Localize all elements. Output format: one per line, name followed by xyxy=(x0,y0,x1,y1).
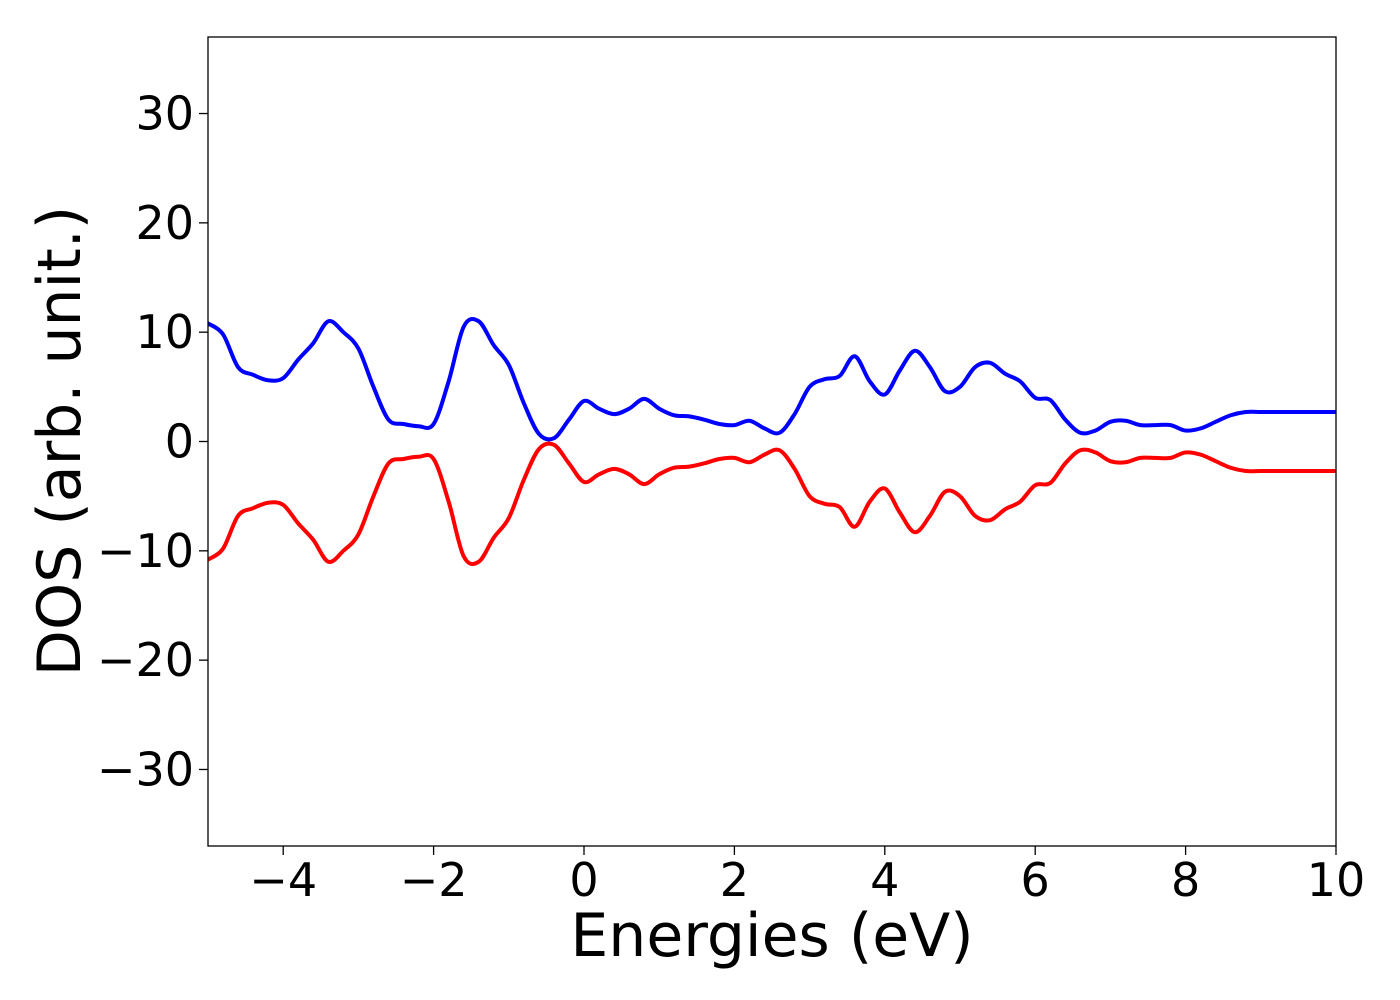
x-tick-label: −4 xyxy=(249,853,317,907)
x-tick-label: 2 xyxy=(720,853,749,907)
x-tick-label: 8 xyxy=(1171,853,1200,907)
y-tick-label: −30 xyxy=(97,742,194,796)
series-line-spin-up xyxy=(208,316,1336,442)
y-tick-label: −10 xyxy=(97,524,194,578)
x-tick-label: −2 xyxy=(400,853,468,907)
y-tick-label: 0 xyxy=(165,415,194,469)
y-tick-label: 30 xyxy=(135,87,194,141)
x-tick-label: 4 xyxy=(870,853,899,907)
y-tick-label: 10 xyxy=(135,305,194,359)
x-axis-label: Energies (eV) xyxy=(570,901,973,971)
series-line-spin-down xyxy=(208,441,1336,567)
y-tick-label: 20 xyxy=(135,196,194,250)
y-tick-label: −20 xyxy=(97,633,194,687)
x-axis: −4 −2 0 2 4 6 8 10 xyxy=(249,846,1365,907)
x-tick-label: 6 xyxy=(1021,853,1050,907)
x-tick-label: 0 xyxy=(569,853,598,907)
series-layer xyxy=(208,316,1336,567)
y-axis-label: DOS (arb. unit.) xyxy=(25,206,95,676)
x-tick-label: 10 xyxy=(1307,853,1366,907)
y-axis: 30 20 10 0 −10 −20 −30 xyxy=(97,87,208,796)
